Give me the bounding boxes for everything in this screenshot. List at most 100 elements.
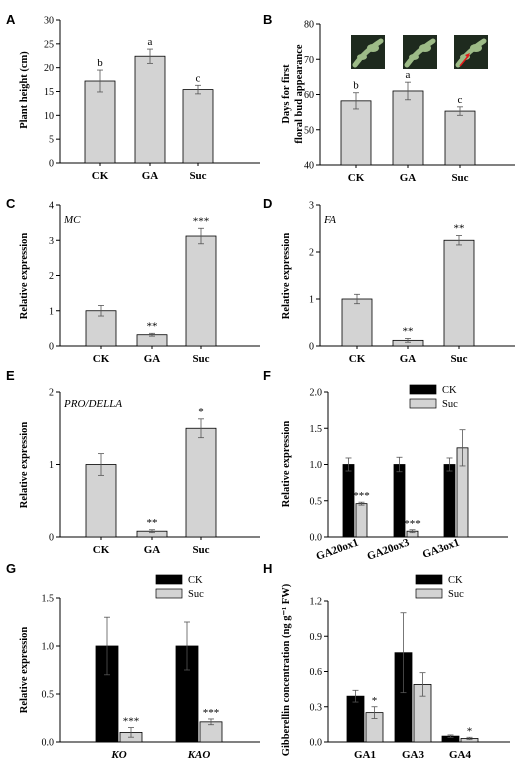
y-tick-label: 60 <box>304 90 314 101</box>
x-tick-label: Suc <box>192 353 209 365</box>
bar <box>341 298 373 347</box>
bar <box>340 100 372 166</box>
bar <box>185 235 217 347</box>
x-tick-label: GA20ox3 <box>366 536 412 562</box>
bar <box>185 427 217 538</box>
y-tick-label: 2.0 <box>310 388 323 399</box>
bar <box>443 239 475 347</box>
plant-stem <box>352 38 384 68</box>
y-tick-label: 30 <box>44 16 54 27</box>
x-tick-label: CK <box>93 353 110 365</box>
y-tick-label: 20 <box>44 63 54 74</box>
significance-label: b <box>353 80 359 92</box>
panel-letter: A <box>6 12 16 27</box>
panel-A: A 0 5 10 15 20 25 30 Plant height (cm) b CK a GA c Suc <box>6 12 260 182</box>
panel-letter: D <box>263 196 272 211</box>
significance-label: a <box>148 36 153 48</box>
legend-label: CK <box>448 575 463 586</box>
x-tick-label: GA <box>400 353 417 365</box>
x-tick-label: GA <box>400 172 417 184</box>
panel-H: H 0.0 0.3 0.6 0.9 1.2 Gibberellin concentratio… <box>263 561 510 761</box>
bar-ck <box>443 464 456 538</box>
legend-label: Suc <box>442 399 458 410</box>
significance-label: ** <box>147 517 158 529</box>
y-axis-label: Days for first floral bud appearance <box>281 44 305 144</box>
y-tick-label: 0.9 <box>310 632 323 643</box>
y-axis-label: Relative expression <box>19 627 30 714</box>
y-axis-label: Relative expression <box>281 421 292 508</box>
significance-label: c <box>458 94 463 106</box>
significance-label: * <box>198 406 204 418</box>
legend-swatch-treatment <box>155 588 183 599</box>
y-tick-label: 2 <box>309 248 314 259</box>
y-tick-label: 5 <box>49 135 54 146</box>
y-tick-label: 50 <box>304 125 314 136</box>
bar <box>392 90 424 166</box>
legend-label: Suc <box>188 589 204 600</box>
y-tick-label: 25 <box>44 39 54 50</box>
x-tick-label: GA <box>144 544 161 556</box>
y-tick-label: 70 <box>304 55 314 66</box>
legend-swatch-ck <box>409 384 437 395</box>
y-tick-label: 1 <box>309 295 314 306</box>
panel-letter: C <box>6 196 16 211</box>
red-arrow-head <box>465 53 470 58</box>
significance-label: ** <box>403 325 414 337</box>
y-axis-label-line1: Days for first <box>281 64 292 124</box>
legend-swatch-treatment <box>409 398 437 409</box>
bar <box>444 110 476 166</box>
significance-label: *** <box>203 707 220 719</box>
panel-letter: B <box>263 12 272 27</box>
y-tick-label: 0.0 <box>310 533 323 544</box>
y-tick-label: 1 <box>49 306 54 317</box>
y-tick-label: 0.0 <box>310 738 323 749</box>
y-tick-label: 1.0 <box>42 642 55 653</box>
y-axis-label: Plant height (cm) <box>19 51 30 129</box>
y-tick-label: 0 <box>49 342 54 353</box>
y-tick-label: 2 <box>49 388 54 399</box>
significance-label: c <box>196 72 201 84</box>
significance-label: ** <box>147 320 158 332</box>
x-tick-label: Suc <box>450 353 467 365</box>
plant-leaf <box>367 44 379 52</box>
significance-label: * <box>372 695 378 707</box>
floral-bud-photo-1 <box>351 35 385 69</box>
bar-treatment <box>355 503 368 538</box>
significance-label: *** <box>353 490 370 502</box>
legend-label: Suc <box>448 589 464 600</box>
legend-label: CK <box>442 385 457 396</box>
plant-stem <box>455 38 487 68</box>
plant-leaf <box>419 44 431 52</box>
bar <box>182 89 214 164</box>
panel-E: E 0 1 2 Relative expression PRO/DELLA CK ** GA * S… <box>6 368 260 556</box>
y-axis-label: Relative expression <box>19 233 30 320</box>
y-tick-label: 0.5 <box>310 496 323 507</box>
significance-label: *** <box>193 215 210 227</box>
x-tick-label: GA3ox1 <box>421 537 461 561</box>
x-tick-label: GA4 <box>449 749 472 761</box>
y-axis-label: Relative expression <box>19 422 30 509</box>
y-tick-label: 1.5 <box>42 594 55 605</box>
x-tick-label: Suc <box>192 544 209 556</box>
significance-label: *** <box>123 716 140 728</box>
y-tick-label: 3 <box>49 236 54 247</box>
legend-swatch-treatment <box>415 588 443 599</box>
x-tick-label: CK <box>349 353 366 365</box>
x-tick-label: GA <box>144 353 161 365</box>
legend-swatch-ck <box>155 574 183 585</box>
x-tick-label: GA1 <box>354 749 376 761</box>
panel-letter: F <box>263 368 271 383</box>
y-tick-label: 1 <box>49 460 54 471</box>
floral-bud-photo-2 <box>403 35 437 69</box>
y-tick-label: 0 <box>309 342 314 353</box>
y-tick-label: 0 <box>49 533 54 544</box>
bar <box>134 55 166 164</box>
y-tick-label: 0.3 <box>310 702 323 713</box>
legend-label: CK <box>188 575 203 586</box>
y-axis-label: Gibberellin concentration (ng g⁻¹ FW) <box>281 583 292 756</box>
panel-letter: H <box>263 561 272 576</box>
y-tick-label: 10 <box>44 111 54 122</box>
plant-leaf <box>357 54 367 60</box>
x-tick-label: Suc <box>451 172 468 184</box>
